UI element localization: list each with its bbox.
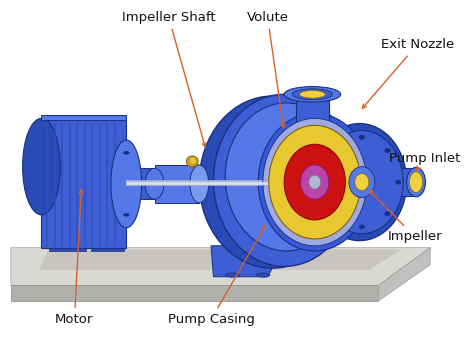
- Polygon shape: [211, 246, 284, 247]
- Ellipse shape: [123, 213, 129, 216]
- Ellipse shape: [190, 158, 196, 164]
- Ellipse shape: [410, 172, 423, 193]
- Ellipse shape: [269, 125, 361, 239]
- Ellipse shape: [23, 118, 60, 215]
- Ellipse shape: [225, 103, 348, 251]
- Ellipse shape: [256, 273, 270, 277]
- Ellipse shape: [385, 149, 391, 153]
- Ellipse shape: [333, 212, 339, 216]
- Text: Pump Casing: Pump Casing: [168, 226, 265, 326]
- Ellipse shape: [190, 165, 209, 203]
- Polygon shape: [91, 247, 124, 251]
- Polygon shape: [126, 168, 155, 199]
- Ellipse shape: [359, 225, 365, 229]
- Ellipse shape: [213, 94, 355, 266]
- Text: Impeller Shaft: Impeller Shaft: [122, 11, 216, 147]
- Ellipse shape: [284, 144, 346, 220]
- Polygon shape: [41, 120, 126, 247]
- Text: Pump Inlet: Pump Inlet: [390, 152, 461, 170]
- Ellipse shape: [186, 156, 198, 167]
- Polygon shape: [378, 247, 430, 301]
- Polygon shape: [48, 247, 86, 251]
- Ellipse shape: [350, 171, 364, 193]
- Ellipse shape: [323, 180, 328, 184]
- Ellipse shape: [258, 113, 371, 251]
- Ellipse shape: [355, 174, 369, 191]
- Ellipse shape: [300, 91, 325, 98]
- Text: Impeller: Impeller: [370, 191, 442, 243]
- Polygon shape: [357, 168, 416, 196]
- Ellipse shape: [385, 212, 391, 216]
- Polygon shape: [39, 249, 402, 270]
- Polygon shape: [211, 246, 284, 277]
- Ellipse shape: [301, 165, 329, 199]
- Ellipse shape: [359, 135, 365, 139]
- Ellipse shape: [320, 130, 403, 234]
- Polygon shape: [11, 285, 378, 301]
- Ellipse shape: [199, 96, 346, 268]
- Polygon shape: [296, 94, 329, 132]
- Text: Motor: Motor: [55, 190, 94, 326]
- Polygon shape: [155, 165, 199, 203]
- Ellipse shape: [119, 168, 133, 199]
- Ellipse shape: [263, 118, 366, 246]
- Ellipse shape: [284, 87, 341, 102]
- Ellipse shape: [312, 124, 407, 240]
- Ellipse shape: [349, 167, 375, 197]
- Ellipse shape: [111, 140, 142, 228]
- Ellipse shape: [395, 180, 401, 184]
- Ellipse shape: [333, 149, 339, 153]
- Ellipse shape: [123, 152, 129, 154]
- Ellipse shape: [407, 168, 426, 197]
- Text: Volute: Volute: [246, 11, 289, 128]
- Ellipse shape: [292, 89, 332, 100]
- Ellipse shape: [225, 273, 239, 277]
- Polygon shape: [11, 247, 430, 285]
- Ellipse shape: [309, 175, 320, 189]
- Text: Exit Nozzle: Exit Nozzle: [362, 38, 454, 108]
- Ellipse shape: [145, 168, 164, 199]
- Polygon shape: [41, 115, 126, 120]
